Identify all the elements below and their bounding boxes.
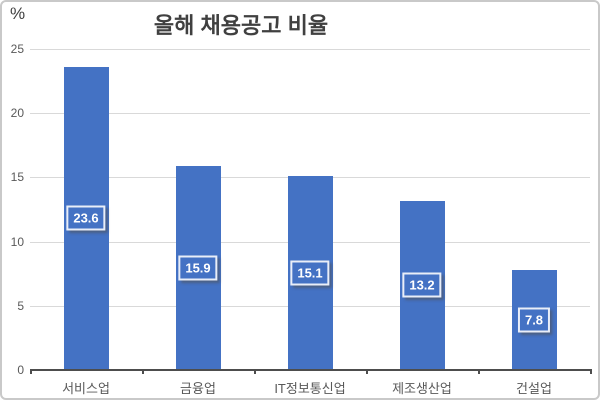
y-tick-label-15: 15 <box>10 170 24 185</box>
x-category-label-제조생산업: 제조생산업 <box>392 381 452 396</box>
y-tick-label-10: 10 <box>10 234 24 249</box>
x-category-label-금융업: 금융업 <box>180 381 216 396</box>
x-axis-tick <box>590 369 592 374</box>
y-axis-unit-label: % <box>10 4 26 23</box>
x-category-label-IT정보통신업: IT정보통신업 <box>274 381 346 396</box>
y-tick-label-5: 5 <box>17 298 24 313</box>
x-axis-line <box>30 369 592 371</box>
y-tick-label-0: 0 <box>17 363 24 377</box>
y-tick-label-25: 25 <box>10 42 24 56</box>
data-label-금융업: 15.9 <box>178 255 218 281</box>
x-axis-tick <box>366 369 368 374</box>
gridline-20 <box>30 113 590 115</box>
data-label-서비스업: 23.6 <box>66 205 106 231</box>
chart-title: 올해 채용공고 비율 <box>153 13 329 38</box>
x-axis-tick <box>142 369 144 374</box>
data-label-IT정보통신업: 15.1 <box>290 260 330 286</box>
x-category-label-서비스업: 서비스업 <box>62 381 110 396</box>
y-tick-label-20: 20 <box>10 106 24 121</box>
x-category-label-건설업: 건설업 <box>516 381 552 396</box>
x-axis-tick <box>254 369 256 374</box>
gridline-25 <box>30 49 590 50</box>
x-axis-tick <box>30 369 32 374</box>
data-label-제조생산업: 13.2 <box>402 272 442 298</box>
x-axis-tick <box>478 369 480 374</box>
data-label-건설업: 7.8 <box>517 307 551 333</box>
